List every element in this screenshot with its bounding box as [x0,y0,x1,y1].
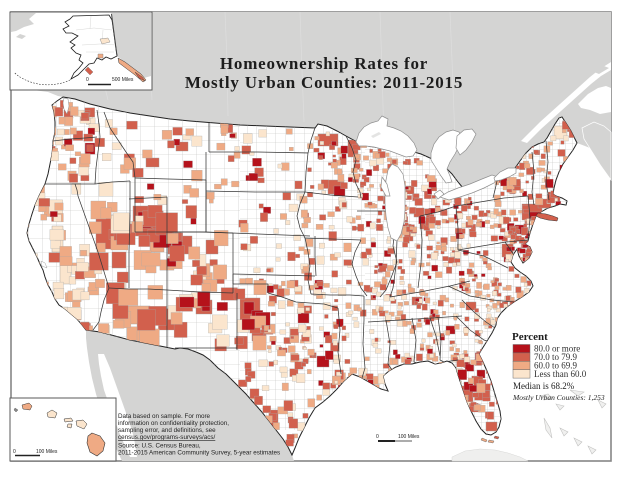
svg-text:0: 0 [86,77,89,83]
svg-text:2011-2015 American Community S: 2011-2015 American Community Survey, 5-y… [118,450,280,457]
svg-text:Mostly Urban Counties: 1,253: Mostly Urban Counties: 1,253 [512,393,605,402]
svg-text:60.0 to 69.9: 60.0 to 69.9 [534,361,578,371]
svg-text:Less than 60.0: Less than 60.0 [534,369,587,379]
svg-text:census.gov/programs-surveys/ac: census.gov/programs-surveys/acs/ [118,434,216,441]
svg-text:100 Miles: 100 Miles [398,434,420,440]
svg-text:Homeownership Rates for: Homeownership Rates for [220,54,428,73]
svg-text:0: 0 [376,434,379,440]
svg-text:100 Miles: 100 Miles [36,449,58,455]
svg-text:0: 0 [13,449,16,455]
svg-text:500 Miles: 500 Miles [112,77,134,83]
svg-text:Median is 68.2%: Median is 68.2% [513,381,575,391]
svg-text:sampling error, and definition: sampling error, and definitions, see [118,427,216,434]
svg-text:80.0 or more: 80.0 or more [534,344,580,354]
svg-text:information on confidentiality: information on confidentiality protectio… [118,420,229,427]
svg-text:Source: U.S. Census Bureau,: Source: U.S. Census Bureau, [118,443,201,450]
svg-text:Data based on sample. For more: Data based on sample. For more [118,413,211,420]
svg-text:Percent: Percent [512,331,548,343]
svg-text:70.0 to 79.9: 70.0 to 79.9 [534,352,578,362]
svg-text:Mostly Urban Counties: 2011-20: Mostly Urban Counties: 2011-2015 [185,73,463,92]
